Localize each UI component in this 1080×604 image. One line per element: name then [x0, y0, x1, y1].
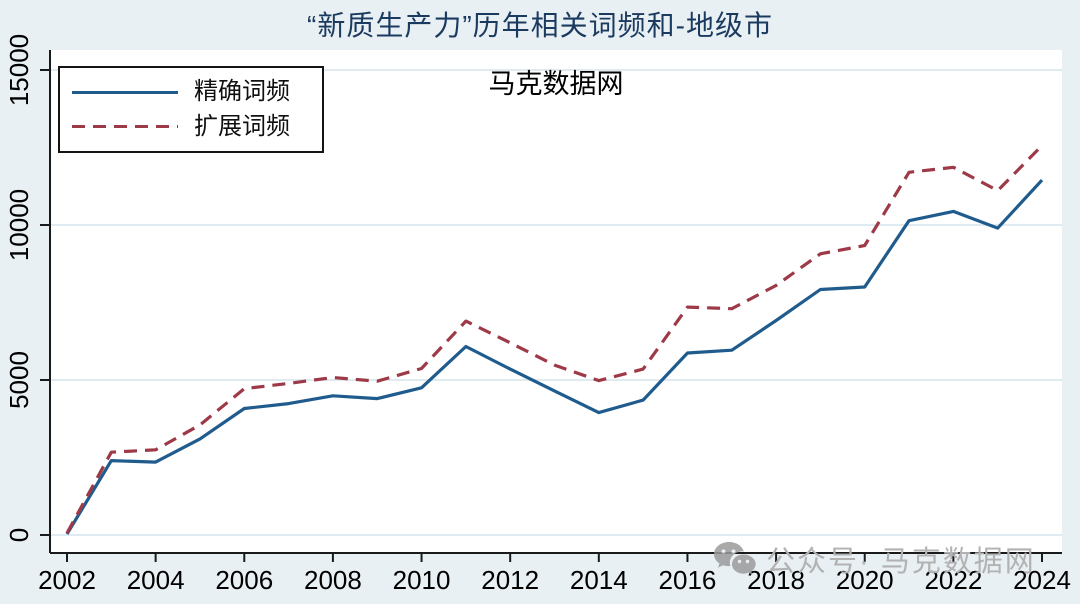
watermark-top: 马克数据网	[488, 69, 624, 99]
watermark-bottom-text: 公众号· 马克数据网	[766, 546, 1036, 578]
x-tick-label: 2024	[1013, 565, 1071, 595]
x-tick-label: 2008	[304, 565, 362, 595]
wechat-icon	[714, 542, 756, 575]
x-tick-label: 2016	[659, 565, 717, 595]
x-tick-label: 2012	[481, 565, 539, 595]
y-tick-label: 15000	[4, 34, 34, 106]
legend: 精确词频 扩展词频	[58, 66, 324, 153]
legend-item-exact: 精确词频	[72, 80, 312, 104]
x-tick-label: 2018	[747, 565, 805, 595]
legend-swatch-solid-line	[72, 90, 178, 94]
watermark-bottom: 公众号· 马克数据网	[712, 538, 1036, 580]
y-tick-label: 10000	[4, 189, 34, 261]
x-tick-label: 2020	[836, 565, 894, 595]
y-tick-label: 0	[4, 528, 34, 542]
x-tick-label: 2010	[393, 565, 451, 595]
x-tick-label: 2004	[127, 565, 185, 595]
series-line-exact	[65, 179, 1044, 535]
legend-item-expanded: 扩展词频	[72, 112, 312, 140]
x-tick-label: 2002	[38, 565, 96, 595]
series-line-expanded	[65, 144, 1044, 534]
x-tick-label: 2022	[924, 565, 982, 595]
chart-title: “新质生产力”历年相关词频和-地级市	[307, 10, 773, 41]
x-tick-label: 2014	[570, 565, 628, 595]
y-tick-label: 5000	[4, 351, 34, 409]
x-tick-label: 2006	[215, 565, 273, 595]
legend-item-label: 扩展词频	[194, 112, 290, 140]
legend-item-label: 精确词频	[194, 78, 290, 106]
legend-swatch-dashed-line	[72, 125, 178, 129]
